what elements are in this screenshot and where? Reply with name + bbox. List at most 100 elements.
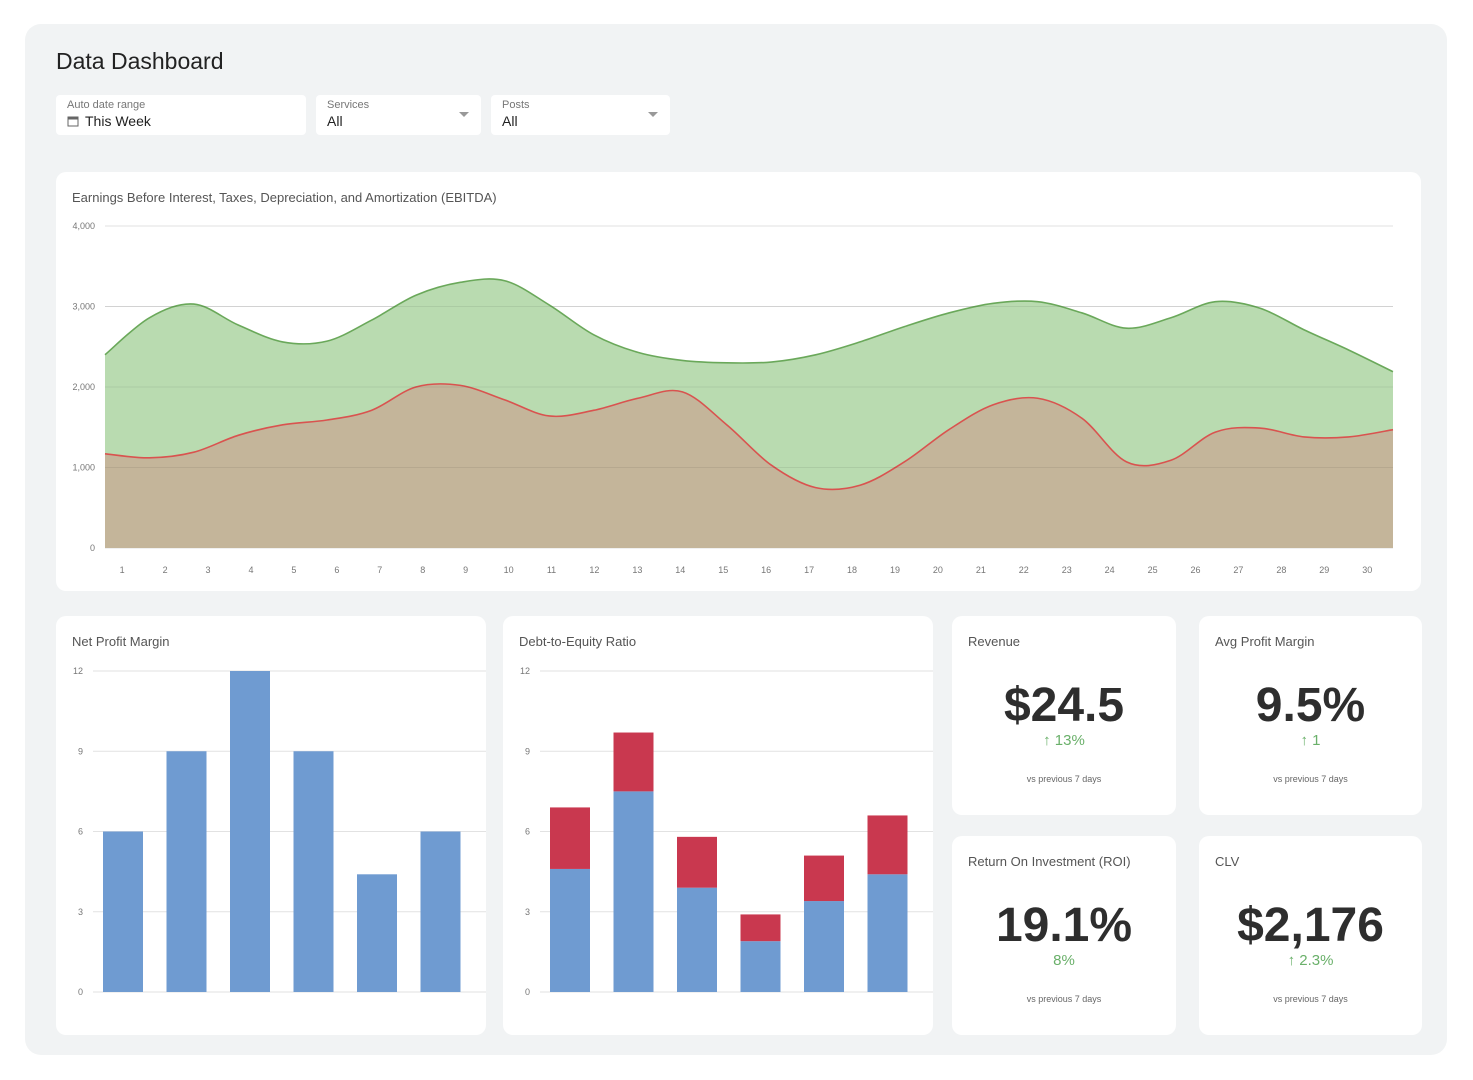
x-tick-label: 9 xyxy=(463,565,468,575)
bar xyxy=(804,901,844,992)
x-tick-label: 2 xyxy=(163,565,168,575)
y-tick-label: 1,000 xyxy=(72,463,95,473)
kpi-roi: Return On Investment (ROI) 19.1% 8% vs p… xyxy=(952,836,1176,1035)
x-tick-label: 16 xyxy=(761,565,771,575)
bar-segment-red xyxy=(677,836,717,888)
kpi-compare: vs previous 7 days xyxy=(1273,774,1348,784)
x-tick-label: 15 xyxy=(718,565,728,575)
x-tick-label: 27 xyxy=(1233,565,1243,575)
caret-down-icon xyxy=(459,112,469,117)
x-tick-label: 20 xyxy=(933,565,943,575)
debt-equity-card: Debt-to-Equity Ratio 0 3 6 9 12 xyxy=(503,616,933,1035)
bar xyxy=(420,831,461,992)
red-series-area xyxy=(105,383,1393,548)
x-tick-label: 21 xyxy=(976,565,986,575)
bar xyxy=(867,874,908,992)
bar xyxy=(550,868,590,992)
kpi-value: 19.1% xyxy=(995,899,1133,952)
kpi-compare: vs previous 7 days xyxy=(1273,994,1348,1004)
x-tick-label: 13 xyxy=(632,565,642,575)
green-series-line xyxy=(104,278,1394,373)
filter-value: This Week xyxy=(85,113,151,129)
y-tick-label: 3 xyxy=(525,907,530,917)
y-tick-label: 0 xyxy=(78,987,83,997)
posts-dropdown[interactable]: Posts All xyxy=(491,95,670,135)
kpi-change: ↑ 2.3% xyxy=(1287,952,1334,969)
red-series-line xyxy=(104,383,1394,491)
bar-segment-red xyxy=(550,807,590,869)
x-tick-label: 6 xyxy=(334,565,339,575)
y-tick-label: 6 xyxy=(78,827,83,837)
kpi-title: Avg Profit Margin xyxy=(1215,634,1315,649)
kpi-avg-profit-margin: Avg Profit Margin 9.5% ↑ 1 vs previous 7… xyxy=(1199,616,1422,815)
filter-value: All xyxy=(327,113,343,129)
x-tick-label: 3 xyxy=(206,565,211,575)
x-tick-label: 10 xyxy=(504,565,514,575)
x-tick-label: 1 xyxy=(120,565,125,575)
ebitda-card: Earnings Before Interest, Taxes, Depreci… xyxy=(56,172,1421,591)
x-tick-label: 12 xyxy=(589,565,599,575)
filter-label: Services xyxy=(327,99,370,111)
y-tick-label: 6 xyxy=(525,827,530,837)
chart-title: Debt-to-Equity Ratio xyxy=(519,634,637,649)
y-tick-label: 4,000 xyxy=(72,221,95,231)
kpi-compare: vs previous 7 days xyxy=(1026,774,1102,784)
x-tick-label: 14 xyxy=(675,565,685,575)
x-tick-label: 5 xyxy=(291,565,296,575)
y-tick-label: 12 xyxy=(73,666,83,676)
chart-title: Net Profit Margin xyxy=(72,634,170,649)
bar xyxy=(230,671,270,992)
calendar-icon xyxy=(67,116,79,127)
x-tick-label: 18 xyxy=(847,565,857,575)
kpi-change: ↑ 1 xyxy=(1300,732,1321,749)
x-tick-label: 19 xyxy=(890,565,900,575)
kpi-title: CLV xyxy=(1215,854,1240,869)
kpi-value: $2,176 xyxy=(1237,899,1384,952)
kpi-clv: CLV $2,176 ↑ 2.3% vs previous 7 days xyxy=(1199,836,1422,1035)
x-tick-label: 29 xyxy=(1319,565,1329,575)
filter-label: Auto date range xyxy=(67,99,146,111)
x-tick-label: 4 xyxy=(248,565,253,575)
y-tick-label: 12 xyxy=(520,666,530,676)
y-tick-label: 9 xyxy=(78,746,83,756)
kpi-title: Return On Investment (ROI) xyxy=(968,854,1131,869)
y-tick-label: 9 xyxy=(525,746,530,756)
date-range-filter[interactable]: Auto date range This Week xyxy=(56,95,306,135)
y-tick-label: 0 xyxy=(525,987,530,997)
x-tick-label: 8 xyxy=(420,565,425,575)
filter-label: Posts xyxy=(502,99,530,111)
y-tick-label: 3 xyxy=(78,907,83,917)
filter-value: All xyxy=(502,113,518,129)
x-tick-label: 11 xyxy=(547,565,556,575)
y-tick-label: 3,000 xyxy=(72,302,95,312)
page-title: Data Dashboard xyxy=(56,48,224,74)
kpi-value: 9.5% xyxy=(1255,679,1366,732)
x-tick-label: 25 xyxy=(1148,565,1158,575)
kpi-title: Revenue xyxy=(968,634,1021,649)
x-tick-label: 7 xyxy=(377,565,382,575)
caret-down-icon xyxy=(648,112,658,117)
x-tick-label: 23 xyxy=(1062,565,1072,575)
x-tick-label: 24 xyxy=(1105,565,1115,575)
y-tick-label: 0 xyxy=(90,543,95,553)
net-profit-chart: 0 3 6 9 12 xyxy=(73,666,486,997)
kpi-value: $24.5 xyxy=(1003,679,1125,732)
services-dropdown[interactable]: Services All xyxy=(316,95,481,135)
x-tick-label: 22 xyxy=(1019,565,1029,575)
bar xyxy=(740,941,781,992)
bar-segment-red xyxy=(740,914,781,942)
debt-equity-chart: 0 3 6 9 12 xyxy=(520,666,933,997)
x-tick-label: 28 xyxy=(1276,565,1286,575)
bar-segment-red xyxy=(867,815,908,875)
x-tick-label: 26 xyxy=(1190,565,1200,575)
kpi-revenue: Revenue $24.5 ↑ 13% vs previous 7 days xyxy=(952,616,1176,815)
bar xyxy=(677,887,717,992)
y-tick-label: 2,000 xyxy=(72,382,95,392)
bar-segment-red xyxy=(804,855,844,902)
x-tick-label: 30 xyxy=(1362,565,1372,575)
kpi-compare: vs previous 7 days xyxy=(1026,994,1102,1004)
net-profit-card: Net Profit Margin 0 3 6 9 12 xyxy=(56,616,486,1035)
bar xyxy=(103,831,143,992)
bar xyxy=(166,751,207,992)
